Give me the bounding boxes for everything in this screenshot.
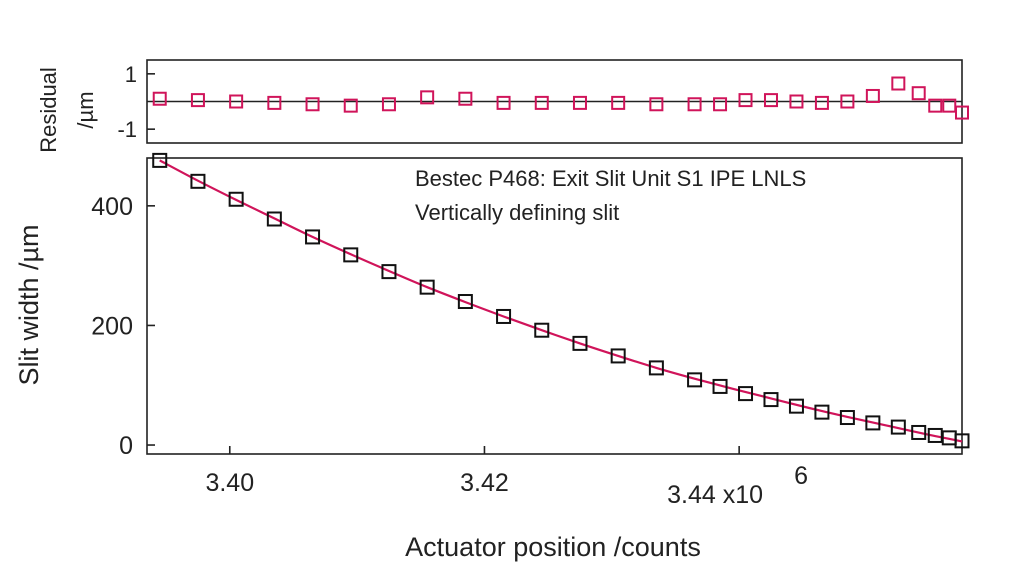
main-panel: 3.40 3.42 3.44 x10 0 200 400 6 Bestec P468: … bbox=[14, 152, 970, 562]
residual-ylabel-line1: Residual bbox=[36, 67, 61, 153]
data-point bbox=[457, 294, 473, 310]
residual-point bbox=[611, 95, 626, 110]
data-point bbox=[343, 247, 359, 263]
residual-point bbox=[955, 105, 969, 120]
main-points bbox=[152, 152, 970, 449]
data-point bbox=[381, 264, 397, 280]
x-tick-label: 3.44 x10 bbox=[667, 481, 763, 509]
residual-point bbox=[305, 97, 320, 112]
residual-point bbox=[891, 76, 906, 91]
residual-point bbox=[687, 97, 702, 112]
residual-point bbox=[911, 86, 926, 101]
data-point bbox=[712, 378, 728, 394]
data-point bbox=[865, 415, 881, 431]
data-point bbox=[763, 392, 779, 408]
residual-point bbox=[763, 93, 778, 108]
residual-panel: 1 -1 Residual /µm bbox=[36, 59, 969, 153]
data-point bbox=[890, 419, 906, 435]
x-exponent: 6 bbox=[794, 462, 808, 490]
data-point bbox=[152, 152, 168, 168]
data-point bbox=[648, 360, 664, 376]
data-point bbox=[839, 410, 855, 426]
residual-point bbox=[343, 98, 358, 113]
residual-point bbox=[458, 91, 473, 106]
data-point bbox=[927, 427, 943, 443]
data-point bbox=[738, 386, 754, 402]
residual-point bbox=[381, 97, 396, 112]
main-y-ticks: 0 200 400 bbox=[91, 193, 155, 460]
data-point bbox=[687, 372, 703, 388]
annotation-line1: Bestec P468: Exit Slit Unit S1 IPE LNLS bbox=[415, 166, 806, 191]
residual-y-ticks: 1 -1 bbox=[117, 62, 155, 142]
data-point bbox=[572, 335, 588, 351]
x-axis-title: Actuator position /counts bbox=[405, 532, 701, 562]
data-point bbox=[814, 404, 830, 420]
x-tick-label: 3.40 bbox=[205, 469, 254, 497]
data-point bbox=[305, 229, 321, 245]
y-tick-label: 200 bbox=[91, 312, 133, 340]
residual-point bbox=[814, 95, 829, 110]
residual-point bbox=[713, 97, 728, 112]
residual-point bbox=[572, 95, 587, 110]
data-point bbox=[911, 424, 927, 440]
residual-point bbox=[865, 88, 880, 103]
residual-point bbox=[789, 94, 804, 109]
residual-point bbox=[840, 94, 855, 109]
annotation-line2: Vertically defining slit bbox=[415, 200, 619, 225]
residual-point bbox=[738, 93, 753, 108]
residual-point bbox=[649, 97, 664, 112]
residual-y-tick-label: 1 bbox=[125, 62, 137, 87]
y-axis-title: Slit width /µm bbox=[14, 224, 44, 385]
data-point bbox=[496, 308, 512, 324]
residual-point bbox=[152, 91, 167, 106]
residual-point bbox=[496, 95, 511, 110]
data-point bbox=[534, 322, 550, 338]
residual-point bbox=[534, 95, 549, 110]
residual-point bbox=[190, 93, 205, 108]
residual-point bbox=[420, 90, 435, 105]
data-point bbox=[610, 348, 626, 364]
y-tick-label: 0 bbox=[119, 432, 133, 460]
residual-y-tick-label: -1 bbox=[117, 117, 137, 142]
data-point bbox=[266, 211, 282, 227]
main-x-ticks: 3.40 3.42 3.44 x10 bbox=[205, 446, 763, 509]
data-point bbox=[954, 433, 970, 449]
residual-point bbox=[267, 95, 282, 110]
x-tick-label: 3.42 bbox=[460, 469, 509, 497]
data-point bbox=[419, 279, 435, 295]
residual-points bbox=[152, 76, 969, 120]
data-point bbox=[228, 191, 244, 207]
data-point bbox=[190, 173, 206, 189]
residual-point bbox=[229, 94, 244, 109]
data-point bbox=[788, 398, 804, 414]
main-frame bbox=[146, 157, 963, 455]
y-tick-label: 400 bbox=[91, 193, 133, 221]
residual-point bbox=[928, 98, 943, 113]
residual-ylabel-line2: /µm bbox=[73, 91, 98, 128]
